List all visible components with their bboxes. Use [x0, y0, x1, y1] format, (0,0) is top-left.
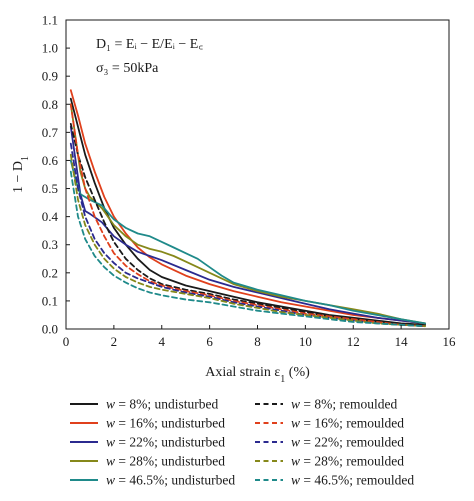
legend-label-6: w = 8%; remoulded: [291, 397, 397, 412]
x-tick-label: 14: [395, 334, 409, 349]
legend-label-4: w = 28%; undisturbed: [106, 454, 225, 469]
series-line-7: [69, 103, 427, 328]
y-tick-label: 0.9: [42, 69, 58, 84]
y-tick-label: 0.3: [42, 237, 58, 252]
y-tick-label: 0.5: [42, 181, 58, 196]
series-line-1: [69, 97, 427, 326]
series-line-9: [69, 153, 427, 328]
x-axis-title: Axial strain ε1 (%): [205, 365, 310, 385]
axis-titles: Axial strain ε1 (%) 1 − D1: [11, 156, 310, 385]
legend-label-8: w = 22%; remoulded: [291, 435, 404, 450]
series-line-10: [69, 170, 427, 328]
legend-label-9: w = 28%; remoulded: [291, 454, 404, 469]
legend-label-2: w = 16%; undisturbed: [106, 416, 225, 431]
legend-label-5: w = 46.5%; undisturbed: [106, 473, 235, 488]
legend-label-7: w = 16%; remoulded: [291, 416, 404, 431]
y-tick-label: 0.6: [42, 153, 59, 168]
formula-annotation: D₁ = Eᵢ − E/Eᵢ − E꜀: [96, 37, 203, 52]
series-line-8: [69, 142, 427, 328]
axis-ticks: 0 2 4 6 8 10 12 14 16 0.0 0.1 0.2 0.3 0.4 0.5 0.6 0.7 0.8…: [42, 13, 456, 350]
y-tick-label: 0.0: [42, 322, 58, 337]
y-tick-label: 0.1: [42, 293, 58, 308]
x-tick-label: 10: [299, 334, 312, 349]
x-tick-label: 16: [443, 334, 457, 349]
series-line-6: [69, 123, 427, 328]
legend-label-10: w = 46.5%; remoulded: [291, 473, 414, 488]
series-line-2: [69, 89, 427, 325]
series-lines: [69, 89, 427, 328]
x-tick-label: 0: [63, 334, 70, 349]
y-tick-label: 0.8: [42, 97, 58, 112]
annotations: D₁ = Eᵢ − E/Eᵢ − E꜀ σ₃ = 50kPa: [96, 37, 203, 76]
y-axis-title: 1 − D1: [11, 156, 31, 193]
y-tick-label: 0.4: [42, 209, 59, 224]
x-tick-label: 12: [347, 334, 360, 349]
y-tick-label: 0.2: [42, 265, 58, 280]
legend: w = 8%; undisturbed w = 16%; undisturbed w…: [70, 397, 414, 488]
y-tick-label: 1.0: [42, 41, 58, 56]
x-tick-label: 2: [111, 334, 118, 349]
x-tick-label: 6: [206, 334, 213, 349]
y-tick-label: 0.7: [42, 125, 59, 140]
confining-pressure-annotation: σ₃ = 50kPa: [96, 61, 159, 76]
x-tick-label: 4: [159, 334, 166, 349]
y-tick-label: 1.1: [42, 13, 58, 28]
x-tick-label: 8: [254, 334, 261, 349]
legend-label-1: w = 8%; undisturbed: [106, 397, 218, 412]
series-line-3: [69, 125, 427, 325]
legend-label-3: w = 22%; undisturbed: [106, 435, 225, 450]
